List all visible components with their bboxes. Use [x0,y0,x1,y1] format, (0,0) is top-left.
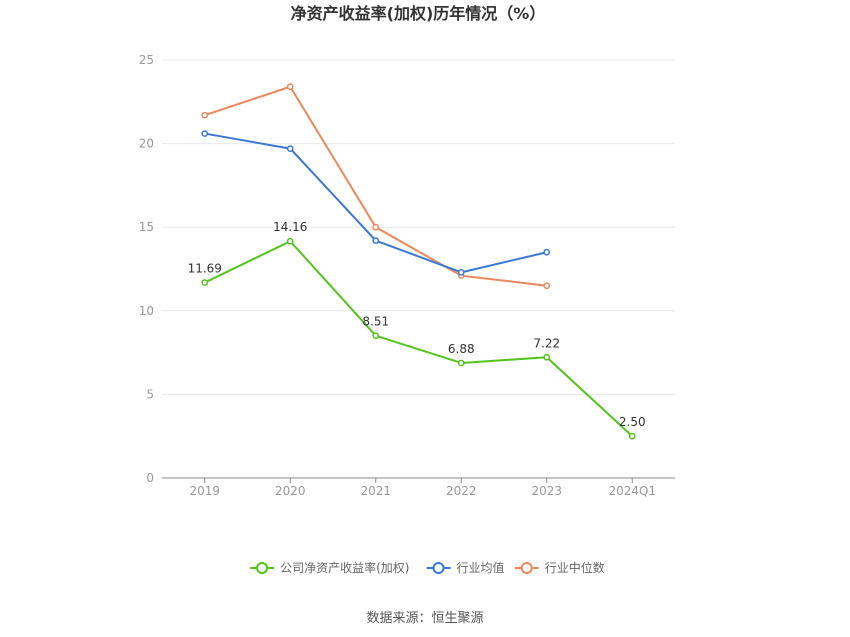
grid-lines [162,59,675,395]
data-point[interactable] [543,353,551,361]
series-line [204,240,633,437]
data-point[interactable] [201,279,209,286]
legend-item-label[interactable]: 行业均值 [457,560,505,575]
data-point[interactable] [286,237,294,245]
data-point[interactable] [543,248,551,256]
legend-item-label[interactable]: 行业中位数 [545,560,605,575]
x-axis: 2019 2020 2021 2022 2023 2024Q1 [162,477,675,498]
data-point[interactable] [201,111,209,119]
y-tick-label: 15 [139,220,154,234]
y-tick-label: 10 [139,304,154,318]
data-point[interactable] [457,268,465,276]
data-label: 7.22 [533,336,560,350]
y-axis: 0 5 10 15 20 25 [139,53,154,485]
data-point[interactable] [201,130,209,137]
data-point[interactable] [372,237,380,244]
series-group: 11.69 14.16 8.51 6.88 7.22 2.50 [188,83,646,440]
data-point[interactable] [628,432,636,440]
data-point[interactable] [286,145,294,152]
x-tick-label: 2019 [189,484,220,498]
data-point[interactable] [286,83,294,91]
y-tick-label: 25 [139,53,154,67]
data-point[interactable] [457,359,465,367]
data-point[interactable] [372,332,380,340]
data-label: 2.50 [619,415,646,429]
data-label: 11.69 [188,262,222,276]
chart-title: 净资产收益率(加权)历年情况（%） [291,4,546,23]
x-tick-label: 2024Q1 [608,484,656,498]
y-tick-label: 20 [139,137,154,151]
series-line [204,132,547,274]
data-label: 6.88 [448,342,475,356]
legend-marker [432,562,445,574]
legend[interactable]: 公司净资产收益率(加权) 行业均值 行业中位数 [250,560,605,575]
data-label: 14.16 [273,220,307,234]
data-point[interactable] [372,223,380,231]
y-tick-label: 0 [146,471,154,485]
x-tick-label: 2022 [446,484,477,498]
x-tick-label: 2020 [275,484,306,498]
y-tick-label: 5 [146,387,154,401]
data-point[interactable] [543,282,551,290]
legend-item-label[interactable]: 公司净资产收益率(加权) [280,560,409,575]
data-label: 8.51 [362,315,389,329]
x-tick-label: 2021 [360,484,391,498]
source-note: 数据来源：恒生聚源 [366,611,483,626]
series-line [204,85,547,287]
legend-marker [256,562,269,574]
legend-marker [520,562,533,574]
x-tick-label: 2023 [531,484,562,498]
